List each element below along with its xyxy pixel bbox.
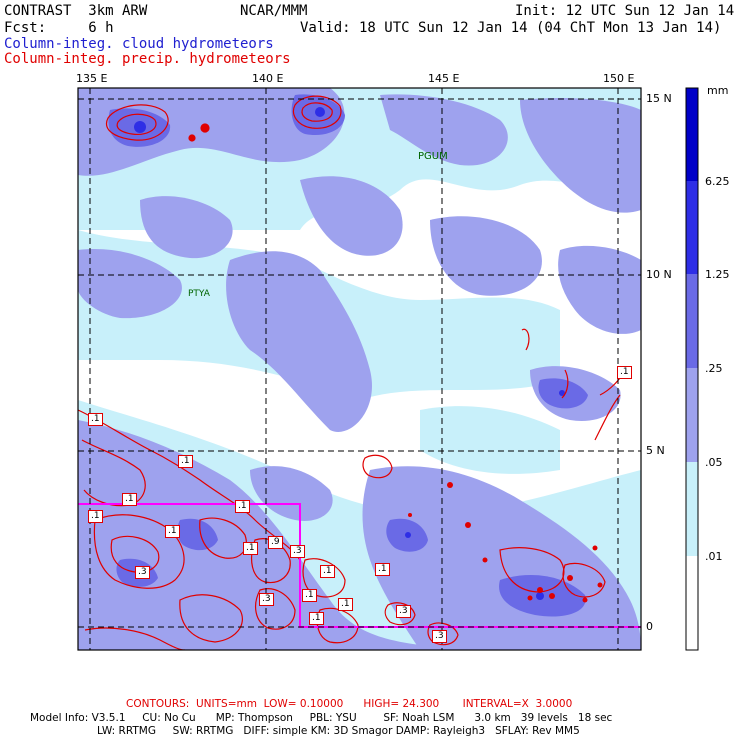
lon-label-145e: 145 E — [428, 72, 460, 85]
lat-lon-grid — [78, 88, 641, 650]
station-label-ptya: PTYA — [188, 289, 210, 299]
contour-label: .1 — [165, 525, 180, 538]
colorbar-level-3 — [686, 368, 698, 462]
map-frame — [77, 87, 642, 651]
center-title: NCAR/MMM — [240, 3, 308, 19]
precip-cores — [408, 482, 603, 603]
colorbar-level-1 — [686, 556, 698, 650]
colorbar-label-1.25: 1.25 — [705, 268, 730, 281]
contour-label: .1 — [320, 565, 335, 578]
colorbar-level-6 — [686, 88, 698, 181]
lat-label-10n: 10 N — [646, 268, 672, 281]
colorbar-level-4 — [686, 274, 698, 368]
colorbar — [685, 87, 699, 651]
contour-label: .3 — [135, 566, 150, 579]
contour-label: .1 — [178, 455, 193, 468]
contour-label: .1 — [122, 493, 137, 506]
station-label-pgum: PGUM — [418, 151, 448, 162]
contour-label: .1 — [302, 589, 317, 602]
shaded-cloud-field — [78, 88, 641, 650]
lat-label-0: 0 — [646, 620, 653, 633]
contour-label: .9 — [268, 536, 283, 549]
colorbar-level-5 — [686, 181, 698, 274]
contour-label: .1 — [309, 612, 324, 625]
contour-label: .3 — [396, 605, 411, 618]
colorbar-level-2 — [686, 462, 698, 556]
contour-info: CONTOURS: UNITS=mm LOW= 0.10000 HIGH= 24… — [126, 698, 573, 710]
contour-label: .1 — [338, 598, 353, 611]
lon-label-150e: 150 E — [603, 72, 635, 85]
lat-label-15n: 15 N — [646, 92, 672, 105]
contour-label: .1 — [243, 542, 258, 555]
contour-label: .3 — [432, 630, 447, 643]
colorbar-label-.25: .25 — [705, 362, 723, 375]
model-title: CONTRAST 3km ARW — [4, 3, 148, 19]
valid-time: Valid: 18 UTC Sun 12 Jan 14 (04 ChT Mon … — [300, 20, 722, 36]
lat-label-5n: 5 N — [646, 444, 665, 457]
lon-label-140e: 140 E — [252, 72, 284, 85]
contour-label: .1 — [235, 500, 250, 513]
contour-label: .1 — [88, 413, 103, 426]
lon-label-135e: 135 E — [76, 72, 108, 85]
colorbar-label-.05: .05 — [705, 456, 723, 469]
init-time: Init: 12 UTC Sun 12 Jan 14 — [515, 3, 735, 19]
colorbar-unit: mm — [707, 84, 729, 97]
contour-label: .3 — [259, 593, 274, 606]
contour-label: .1 — [617, 366, 632, 379]
model-info-line-2: LW: RRTMG SW: RRTMG DIFF: simple KM: 3D … — [97, 725, 580, 737]
forecast-hour: Fcst: 6 h — [4, 20, 114, 36]
contour-label: .1 — [375, 563, 390, 576]
contour-label: .1 — [88, 510, 103, 523]
colorbar-label-.01: .01 — [705, 550, 723, 563]
contour-label: .3 — [290, 545, 305, 558]
shaded-field-title: Column-integ. cloud hydrometeors — [4, 36, 274, 52]
model-info-line-1: Model Info: V3.5.1 CU: No Cu MP: Thompso… — [30, 712, 613, 724]
colorbar-label-6.25: 6.25 — [705, 175, 730, 188]
contour-field-title: Column-integ. precip. hydrometeors — [4, 51, 291, 67]
